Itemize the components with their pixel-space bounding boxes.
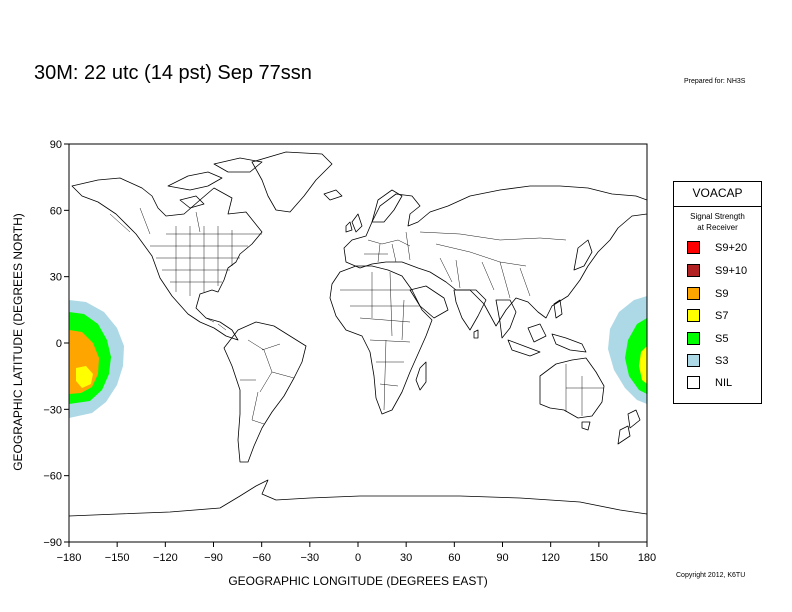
legend-item-s9-20: S9+20 <box>687 241 759 256</box>
legend-item-s3: S3 <box>687 354 759 369</box>
legend-label: S9+20 <box>715 242 748 254</box>
north-america-outline <box>71 177 263 341</box>
antarctica-outline <box>69 479 647 517</box>
greenland-outline <box>251 151 333 213</box>
legend-swatch <box>687 264 700 277</box>
legend-item-s7: S7 <box>687 309 759 324</box>
legend-swatch <box>687 241 700 254</box>
x-tick-label: −150 <box>105 552 130 564</box>
legend-swatch <box>687 287 700 300</box>
y-tick-label: −60 <box>43 471 62 483</box>
legend-label: S5 <box>715 333 729 345</box>
y-tick-label: 0 <box>56 338 62 350</box>
x-tick-label: −60 <box>252 552 271 564</box>
coverage-s7-west <box>76 366 93 388</box>
legend-item-s9: S9 <box>687 287 759 302</box>
legend-swatch <box>687 332 700 345</box>
y-tick-label: 60 <box>50 205 62 217</box>
legend-swatch <box>687 354 700 367</box>
y-tick-label: −30 <box>43 404 62 416</box>
y-axis-ticks: 90 60 30 0 −30 −60 −90 <box>43 139 69 549</box>
south-america-outline <box>223 321 307 463</box>
x-tick-label: −180 <box>57 552 82 564</box>
x-axis-label: GEOGRAPHIC LONGITUDE (DEGREES EAST) <box>228 574 488 588</box>
legend-subtitle-line1: Signal Strength <box>690 212 745 221</box>
y-tick-label: −90 <box>43 537 62 549</box>
australia-outline <box>539 357 605 419</box>
legend-swatch <box>687 376 700 389</box>
border-layer <box>109 207 604 425</box>
x-tick-label: 30 <box>400 552 412 564</box>
legend-label: S9+10 <box>715 265 748 277</box>
legend-subtitle-line2: at Receiver <box>697 223 738 232</box>
x-tick-label: 90 <box>496 552 508 564</box>
x-tick-label: −30 <box>300 552 319 564</box>
x-axis-ticks: −180 −150 −120 −90 −60 −30 0 30 60 90 120 150 180 <box>57 542 656 564</box>
legend-label: NIL <box>715 377 733 389</box>
copyright-note: Copyright 2012, K6TU <box>676 572 746 579</box>
x-tick-label: 120 <box>541 552 559 564</box>
legend-item-s5: S5 <box>687 332 759 347</box>
x-tick-label: 180 <box>638 552 656 564</box>
y-tick-label: 30 <box>50 272 62 284</box>
x-tick-label: 60 <box>448 552 460 564</box>
legend-swatch <box>687 309 700 322</box>
x-tick-label: 0 <box>355 552 361 564</box>
legend-label: S7 <box>715 310 729 322</box>
prepared-for-note: Prepared for: NH3S <box>684 78 746 85</box>
coastline-layer <box>69 151 647 517</box>
y-tick-label: 90 <box>50 139 62 151</box>
x-tick-label: 150 <box>590 552 608 564</box>
legend-box: VOACAP Signal Strength at Receiver S9+20… <box>673 181 762 404</box>
legend-label: S9 <box>715 288 729 300</box>
map-title: 30M: 22 utc (14 pst) Sep 77ssn <box>34 62 312 84</box>
coverage-layer <box>69 296 647 418</box>
legend-label: S3 <box>715 355 729 367</box>
x-tick-label: −120 <box>153 552 178 564</box>
coverage-s7-east <box>639 346 647 384</box>
legend-item-nil: NIL <box>687 376 759 391</box>
eurasia-outline <box>343 185 647 327</box>
legend-item-s9-10: S9+10 <box>687 264 759 279</box>
x-tick-label: −90 <box>204 552 223 564</box>
legend-title: VOACAP <box>674 182 761 207</box>
africa-outline <box>329 265 433 415</box>
